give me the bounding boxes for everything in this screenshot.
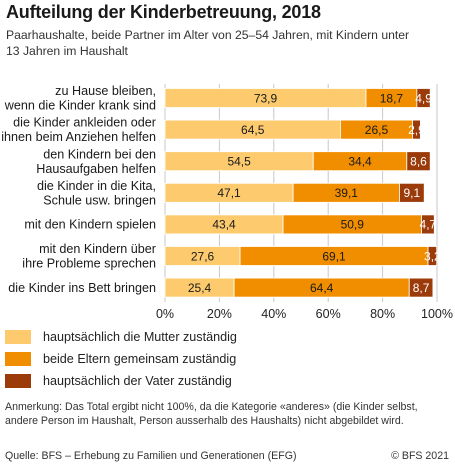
category-label: die Kinder in die Kita, Schule usw. bring… — [37, 179, 156, 208]
data-label: 8,6 — [410, 155, 427, 169]
data-label: 34,4 — [348, 155, 372, 169]
category-label-line: ihnen beim Anziehen helfen — [1, 130, 156, 144]
data-label: 4,9 — [415, 91, 432, 105]
bar-segment — [412, 119, 421, 140]
category-label-line: die Kinder ins Bett bringen — [8, 281, 156, 295]
x-tick-label: 80% — [370, 307, 395, 321]
data-label: 18,7 — [380, 91, 404, 105]
data-label: 69,1 — [322, 249, 346, 263]
legend-label-beide: beide Eltern gemeinsam zuständig — [43, 352, 237, 366]
x-tick-label: 100% — [421, 307, 453, 321]
legend-item-mutter: hauptsächlich die Mutter zuständig — [5, 328, 237, 346]
chart-note: Anmerkung: Das Total ergibt nicht 100%, … — [5, 401, 418, 427]
data-label: 64,5 — [241, 123, 265, 137]
legend-label-vater: hauptsächlich der Vater zuständig — [43, 374, 232, 388]
data-label: 26,5 — [365, 123, 389, 137]
category-label-line: wenn die Kinder krank sind — [4, 99, 156, 113]
legend-swatch-vater — [5, 374, 31, 388]
data-label: 47,1 — [217, 186, 241, 200]
legend-item-beide: beide Eltern gemeinsam zuständig — [5, 350, 236, 368]
data-label: 50,9 — [341, 218, 365, 232]
category-label-line: die Kinder in die Kita, — [37, 179, 156, 193]
data-label: 4,7 — [420, 218, 437, 232]
category-label-line: mit den Kindern über — [39, 242, 156, 256]
data-label: 64,4 — [310, 281, 334, 295]
category-label-line: Schule usw. bringen — [43, 193, 156, 207]
x-tick-label: 60% — [316, 307, 341, 321]
category-label: mit den Kindern spielen — [24, 218, 156, 232]
data-label: 43,4 — [212, 218, 236, 232]
bar-segment — [421, 214, 435, 235]
chart-subtitle: Paarhaushalte, beide Partner im Alter vo… — [6, 28, 410, 58]
legend-label-mutter: hauptsächlich die Mutter zuständig — [43, 330, 237, 344]
category-label-line: den Kindern bei den — [43, 147, 156, 161]
bar-segment — [406, 151, 431, 172]
data-label: 39,1 — [335, 186, 359, 200]
data-label: 9,1 — [403, 186, 420, 200]
data-label: 8,7 — [413, 281, 430, 295]
bar-segment — [399, 182, 425, 203]
category-label-line: zu Hause bleiben, — [55, 84, 156, 98]
bar-segment — [408, 277, 434, 298]
category-label: die Kinder ankleiden oder ihnen beim Anzi… — [1, 116, 156, 144]
bar-segment — [427, 246, 438, 266]
category-label: den Kindern bei den Hausaufgaben helfen — [36, 147, 156, 176]
data-label: 3,2 — [424, 249, 441, 263]
x-tick-label: 40% — [261, 307, 286, 321]
data-label: 54,5 — [227, 155, 251, 169]
category-label-line: Hausaufgaben helfen — [36, 162, 156, 176]
legend-item-vater: hauptsächlich der Vater zuständig — [5, 372, 232, 390]
stacked-bar-chart: 0% 20% 40% 60% 80% 100% 73,9 18,7 4,9 zu Hause bl… — [1, 84, 453, 321]
x-tick-label: 0% — [156, 307, 174, 321]
legend-swatch-beide — [5, 352, 31, 366]
category-label: die Kinder ins Bett bringen — [8, 281, 156, 295]
category-label: mit den Kindern über ihre Probleme sprech… — [22, 242, 156, 270]
bar-segment — [416, 88, 431, 108]
category-label-line: die Kinder ankleiden oder — [13, 116, 156, 130]
copyright: © BFS 2021 — [391, 450, 449, 462]
data-label: 27,6 — [191, 249, 215, 263]
category-label-line: mit den Kindern spielen — [24, 218, 156, 232]
chart-title: Aufteilung der Kinderbetreuung, 2018 — [6, 2, 321, 22]
x-tick-label: 20% — [207, 307, 232, 321]
data-label: 25,4 — [188, 281, 212, 295]
data-label: 2,9 — [408, 123, 425, 137]
category-label-line: ihre Probleme sprechen — [22, 257, 156, 271]
legend-swatch-mutter — [5, 330, 31, 344]
category-label: zu Hause bleiben, wenn die Kinder krank s… — [4, 84, 156, 113]
data-label: 73,9 — [254, 91, 278, 105]
chart-source: Quelle: BFS – Erhebung zu Familien und G… — [5, 450, 297, 462]
